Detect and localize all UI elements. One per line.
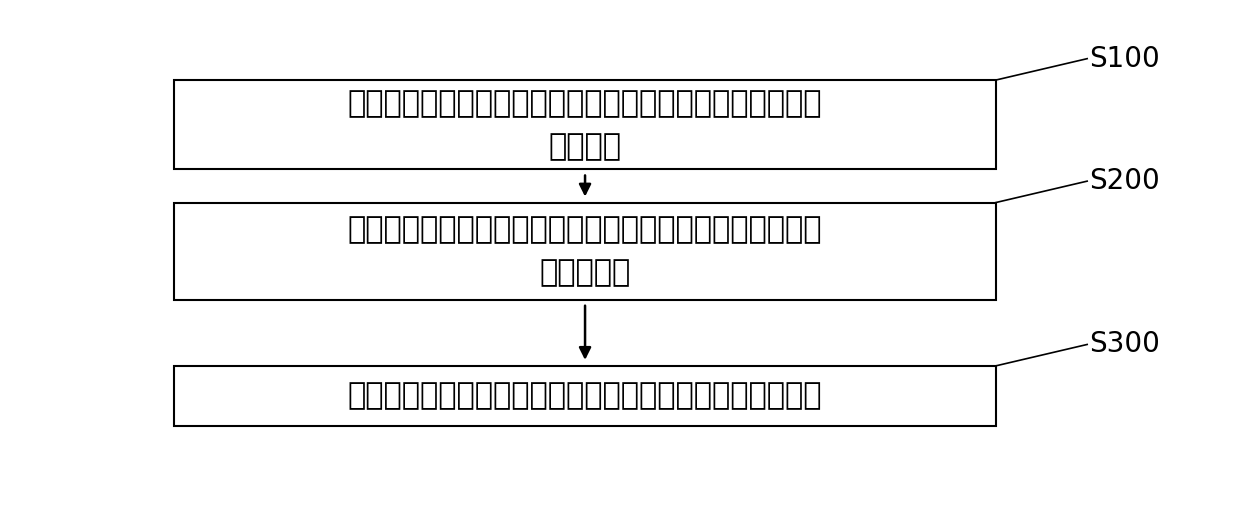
Text: S100: S100	[1089, 44, 1159, 73]
Text: S300: S300	[1089, 330, 1159, 359]
Bar	[174, 203, 996, 300]
Text: 读取网络历史数据，网络历史数据包括：症状数据集以及故
障数据集: 读取网络历史数据，网络历史数据包括：症状数据集以及故 障数据集	[347, 89, 822, 161]
Text: 利用训练后的梯度提升树分类器预测模型进行网络故障诊断: 利用训练后的梯度提升树分类器预测模型进行网络故障诊断	[347, 381, 822, 411]
Bar	[174, 366, 996, 426]
Text: 采用症状数据集以及故障数据集对梯度提升树分类器预测模
型进行训练: 采用症状数据集以及故障数据集对梯度提升树分类器预测模 型进行训练	[347, 215, 822, 287]
Text: S200: S200	[1089, 167, 1159, 195]
Bar	[174, 80, 996, 170]
